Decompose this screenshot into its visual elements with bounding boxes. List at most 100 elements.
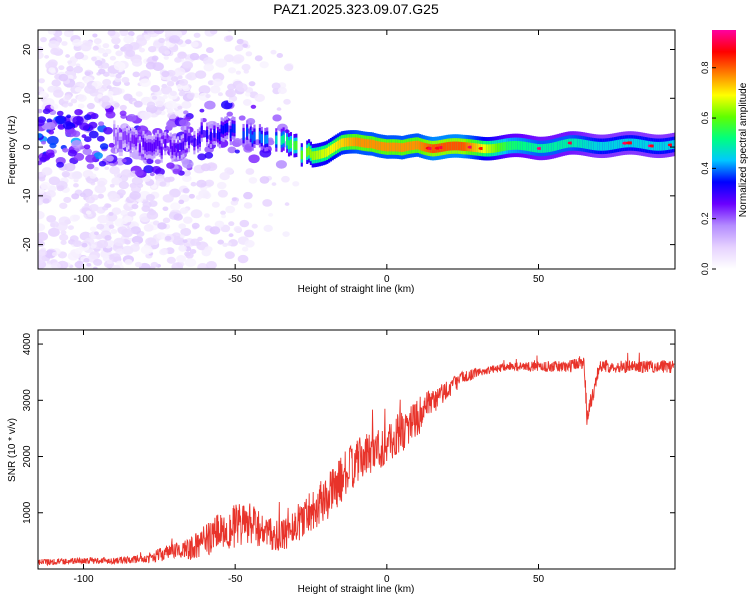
spectrogram-cell [72, 39, 82, 47]
spectrogram-cell [38, 223, 46, 232]
spectrogram-cell [164, 235, 172, 241]
spectrogram-x-tick-label: -50 [228, 274, 243, 285]
spectrogram-cell [129, 211, 137, 217]
spectrogram-cell [73, 66, 83, 74]
spectrogram-ridge-cell [444, 142, 447, 152]
spectrogram-cell [171, 262, 184, 269]
spectrogram-cell [205, 93, 211, 99]
spectrogram-cell [47, 85, 57, 93]
spectrogram-cell [51, 79, 61, 87]
spectrogram-cell [193, 32, 201, 38]
spectrogram-ridge-cell [198, 134, 201, 144]
chart-title: PAZ1.2025.323.09.07.G25 [273, 1, 439, 17]
spectrogram-cell [204, 152, 214, 159]
spectrogram-cell [166, 108, 174, 114]
spectrogram-cell [38, 78, 45, 84]
spectrogram-cell [151, 165, 162, 174]
spectrogram-cell [123, 35, 134, 44]
spectrogram-cell [204, 179, 215, 187]
spectrogram-cell [104, 235, 112, 241]
spectrogram-cell [71, 193, 80, 200]
spectrogram-cell [58, 65, 65, 71]
spectrogram-ridge-cell [222, 125, 225, 135]
spectrogram-cell [49, 142, 57, 149]
spectrogram-cell [131, 176, 144, 186]
spectrogram-cell [190, 238, 200, 246]
spectrogram-cell [80, 42, 92, 52]
spectrogram-cell [268, 212, 274, 217]
spectrogram-cell [185, 39, 192, 45]
spectrogram-cell [47, 59, 58, 68]
spectrogram-cell [160, 85, 173, 95]
spectrogram-cell [212, 78, 223, 87]
spectrogram-cell [106, 259, 113, 265]
spectrogram-cell [203, 213, 210, 218]
spectrogram-cell [93, 152, 103, 160]
spectrogram-cell [63, 196, 72, 204]
spectrogram-cell [216, 181, 227, 190]
spectrogram-cell [64, 162, 76, 172]
spectrogram-cell [107, 30, 116, 37]
spectrogram-ridge-cell [593, 141, 596, 151]
spectrogram-cell [139, 78, 151, 88]
spectrogram-cell [72, 240, 82, 248]
spectrogram-ridge-cell [318, 150, 322, 159]
spectrogram-cell [228, 233, 234, 238]
spectrogram-ridge-cell [653, 141, 656, 151]
spectrogram-cell [242, 99, 252, 106]
spectrogram-ridge-cell [451, 141, 454, 151]
spectrogram-ridge-cell [497, 143, 500, 153]
spectrogram-ridge-cell [559, 140, 562, 150]
spectrogram-cell [131, 203, 139, 210]
spectrogram-cell [42, 198, 50, 204]
spectrogram-y-axis-label: Frequency (Hz) [7, 116, 18, 185]
spectrogram-cell [97, 193, 104, 199]
spectrogram-cell [83, 114, 92, 121]
spectrogram-ridge-cell [242, 131, 245, 141]
spectrogram-ridge-cell [280, 136, 283, 145]
spectrogram-cell [267, 137, 274, 143]
spectrogram-cell [139, 73, 145, 78]
spectrogram-ridge-cell [422, 142, 425, 152]
spectrogram-ridge-cell [216, 130, 220, 140]
spectrogram-cell [243, 229, 255, 238]
spectrogram-cell [178, 223, 186, 230]
spectrogram-y-tick-label: -20 [22, 237, 33, 252]
spectrogram-ridge-cell [544, 143, 547, 153]
spectrogram-cell [38, 108, 43, 114]
spectrogram-cell [125, 49, 136, 58]
spectrogram-cell [100, 62, 110, 69]
spectrogram-ridge-cell [502, 142, 505, 152]
spectrogram-cell [155, 100, 164, 108]
spectrogram-ridge-cell [511, 141, 515, 150]
spectrogram-ridge-cell [462, 142, 465, 151]
spectrogram-ridge-cell [524, 141, 527, 151]
spectrogram-cell [103, 126, 113, 135]
colorbar-tick-label: 0.2 [700, 212, 710, 225]
spectrogram-cell [113, 171, 122, 178]
spectrogram-cell [225, 89, 236, 98]
spectrogram-cell [98, 88, 105, 93]
spectrogram-ridge-cell [611, 140, 615, 150]
spectrogram-cell [108, 211, 114, 216]
spectrogram-ridge-cell [551, 142, 555, 152]
spectrogram-cell [197, 263, 209, 269]
spectrogram-ridge-cell [431, 144, 434, 154]
spectrogram-cell [109, 73, 115, 78]
spectrogram-ridge-cell [366, 139, 369, 148]
spectrogram-cell [162, 206, 169, 211]
spectrogram-ridge-cell [662, 141, 666, 151]
spectrogram-ridge-cell [591, 141, 595, 150]
spectrogram-cell [153, 30, 165, 35]
spectrogram-cell [163, 55, 169, 60]
spectrogram-cell [210, 30, 218, 35]
spectrogram-cell [75, 120, 82, 125]
spectrogram-cell [204, 246, 213, 253]
spectrogram-cell [74, 108, 83, 116]
spectrogram-ridge-cell [320, 149, 323, 159]
spectrogram-ridge-cell [566, 138, 569, 148]
spectrogram-ridge-cell [464, 142, 467, 152]
spectrogram-cell [134, 261, 143, 268]
spectrogram-cell [97, 214, 109, 224]
snr-series-line [38, 352, 675, 567]
